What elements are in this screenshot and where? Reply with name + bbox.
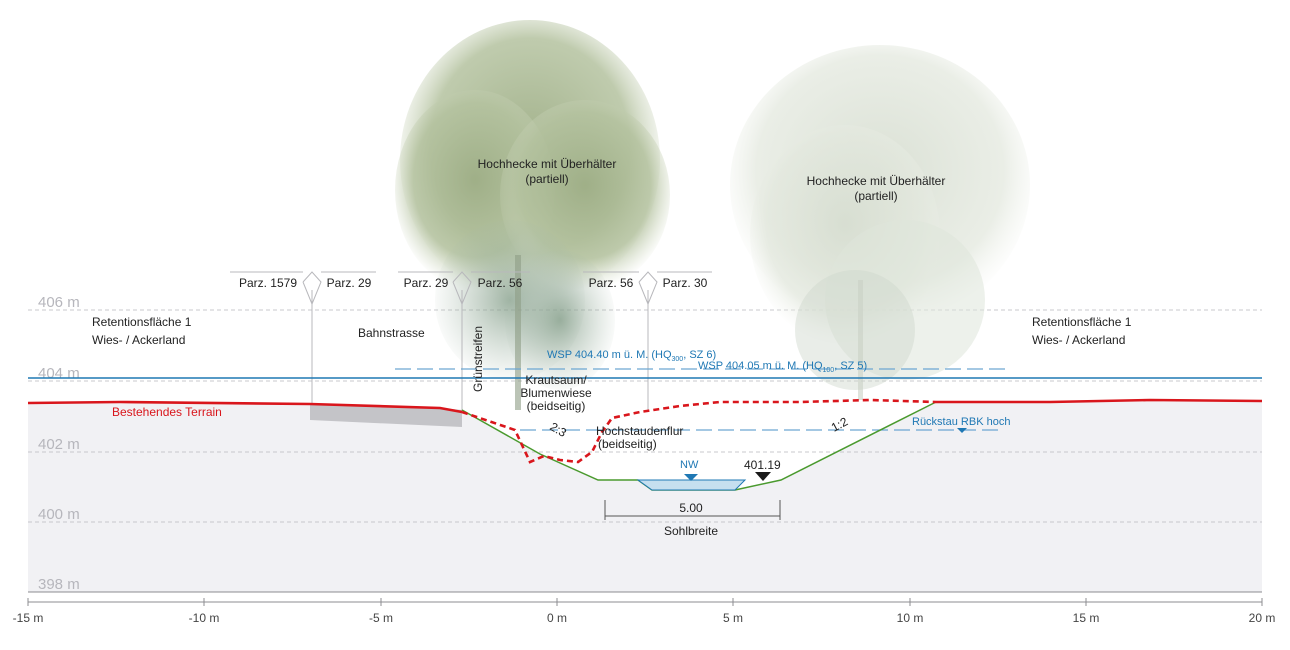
parcel-label-30: Parz. 30	[663, 276, 708, 290]
x-tick-label: 15 m	[1073, 611, 1100, 625]
elev-label-402: 402 m	[38, 436, 80, 453]
ruckstau-label: Rückstau RBK hoch	[912, 416, 1010, 428]
x-tick-label: -5 m	[369, 611, 393, 625]
x-tick-label: 20 m	[1249, 611, 1276, 625]
x-tick-label: -10 m	[189, 611, 220, 625]
parcel-label-29: Parz. 29	[404, 276, 449, 290]
hochstauden-label: Hochstaudenflur	[596, 424, 683, 438]
retention-right-label: Retentionsfläche 1	[1032, 315, 1132, 329]
slope-right-label: 1:2	[829, 414, 851, 434]
x-tick-label: 0 m	[547, 611, 567, 625]
wsp300-label: WSP 404.40 m ü. M. (HQ300, SZ 6)	[547, 349, 716, 363]
x-tick-label: 10 m	[897, 611, 924, 625]
tree-left-label-2: (partiell)	[525, 172, 568, 186]
elev-label-406: 406 m	[38, 294, 80, 311]
x-axis: -15 m -10 m -5 m 0 m 5 m 10 m 15 m 20 m	[13, 598, 1276, 625]
hochstauden-label-2: (beidseitig)	[598, 437, 657, 451]
parcel-label-29: Parz. 29	[327, 276, 372, 290]
x-tick-label: -15 m	[13, 611, 44, 625]
nw-marker	[684, 474, 698, 481]
wsp100-label: WSP 404.05 m ü. M. (HQ100, SZ 5)	[698, 360, 867, 374]
tree-right	[730, 45, 1030, 400]
sohlbreite-dimension	[604, 500, 781, 520]
krautsaum-label-2: Blumenwiese	[520, 386, 592, 400]
existing-terrain	[27, 400, 463, 414]
retention-left-label: Retentionsfläche 1	[92, 315, 192, 329]
sohle-marker	[755, 472, 771, 481]
krautsaum-label-3: (beidseitig)	[527, 399, 586, 413]
bahnstrasse-label: Bahnstrasse	[358, 326, 425, 340]
bahnstrasse-embankment	[310, 404, 462, 427]
tree-right-label: Hochhecke mit Überhälter	[807, 174, 946, 188]
krautsaum-label: Krautsaum/	[525, 373, 587, 387]
elev-label-398: 398 m	[38, 576, 80, 593]
retention-right-label-2: Wies- / Ackerland	[1032, 333, 1125, 347]
elevation-labels: 406 m 404 m 402 m 400 m 398 m	[38, 294, 80, 593]
existing-terrain-dashed	[461, 398, 937, 464]
sohlbreite-label: Sohlbreite	[664, 524, 718, 538]
width-value: 5.00	[679, 501, 703, 515]
existing-terrain-label: Bestehendes Terrain	[112, 405, 222, 419]
tree-right-label-2: (partiell)	[854, 189, 897, 203]
ruckstau-marker	[957, 428, 967, 433]
tree-left-label: Hochhecke mit Überhälter	[478, 157, 617, 171]
tree-left	[395, 20, 670, 410]
nw-label: NW	[680, 459, 699, 471]
retention-left-label-2: Wies- / Ackerland	[92, 333, 185, 347]
parcel-label-56: Parz. 56	[478, 276, 523, 290]
parcel-label-56: Parz. 56	[589, 276, 634, 290]
low-water	[636, 479, 747, 491]
parcel-label-1579: Parz. 1579	[239, 276, 297, 290]
water-levels	[28, 368, 1262, 433]
sohle-elevation: 401.19	[744, 458, 781, 472]
x-tick-label: 5 m	[723, 611, 743, 625]
ground-body	[28, 401, 1262, 592]
parcel-boundaries	[230, 271, 712, 412]
elev-label-404: 404 m	[38, 365, 80, 382]
gruenstreifen-label: Grünstreifen	[471, 326, 485, 392]
slope-left-label: 2:3	[548, 419, 570, 440]
elev-label-400: 400 m	[38, 506, 80, 523]
existing-terrain-right	[936, 398, 1263, 404]
